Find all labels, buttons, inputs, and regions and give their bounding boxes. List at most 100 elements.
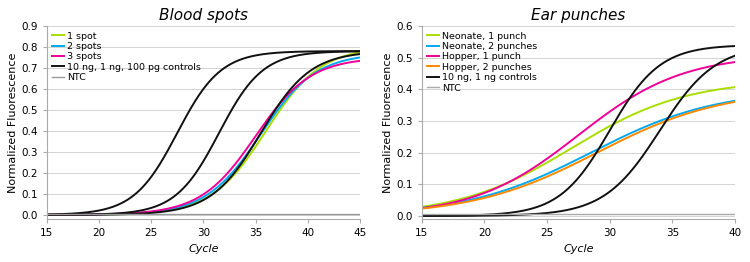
Neonate, 2 punches — [653, 120, 662, 123]
NTC — [417, 213, 426, 216]
Line: 2 spots: 2 spots — [46, 57, 360, 215]
Hopper, 2 punches — [730, 100, 740, 103]
10 ng, 1 ng controls — [498, 212, 507, 215]
Hopper, 2 punches — [498, 192, 507, 195]
10 ng, 1 ng controls — [653, 65, 662, 68]
NTC — [356, 212, 364, 215]
NTC — [730, 213, 740, 216]
NTC — [123, 212, 132, 215]
10 ng, 1 ng controls — [730, 45, 740, 48]
Neonate, 2 punches — [498, 190, 507, 193]
Hopper, 1 punch — [472, 194, 482, 197]
10 ng, 1 ng, 100 pg controls — [251, 54, 260, 57]
Y-axis label: Normalized Fluorescence: Normalized Fluorescence — [8, 52, 18, 193]
Hopper, 2 punches — [417, 207, 426, 210]
10 ng, 1 ng controls — [602, 134, 611, 138]
Neonate, 2 punches — [730, 99, 740, 102]
NTC — [278, 212, 287, 215]
3 spots — [42, 213, 51, 216]
1 spot — [123, 212, 132, 215]
10 ng, 1 ng controls — [559, 191, 568, 194]
Neonate, 2 punches — [559, 165, 568, 168]
Hopper, 2 punches — [559, 168, 568, 171]
Line: 10 ng, 1 ng, 100 pg controls: 10 ng, 1 ng, 100 pg controls — [46, 51, 360, 215]
Title: Blood spots: Blood spots — [159, 8, 248, 23]
10 ng, 1 ng, 100 pg controls — [42, 213, 51, 216]
2 spots — [123, 212, 132, 215]
Neonate, 2 punches — [472, 196, 482, 200]
Line: Hopper, 1 punch: Hopper, 1 punch — [422, 62, 735, 208]
Hopper, 1 punch — [498, 184, 507, 187]
2 spots — [356, 56, 364, 59]
NTC — [42, 212, 51, 215]
NTC — [602, 213, 611, 216]
1 spot — [251, 145, 260, 148]
3 spots — [226, 167, 236, 170]
Line: Neonate, 2 punches: Neonate, 2 punches — [422, 101, 735, 208]
3 spots — [278, 99, 287, 102]
10 ng, 1 ng controls — [417, 214, 426, 217]
Neonate, 2 punches — [602, 143, 611, 146]
Hopper, 1 punch — [602, 112, 611, 116]
Neonate, 1 punch — [653, 103, 662, 106]
1 spot — [356, 51, 364, 54]
Neonate, 1 punch — [559, 151, 568, 155]
1 spot — [98, 213, 106, 216]
3 spots — [356, 59, 364, 62]
NTC — [498, 213, 507, 216]
Line: 3 spots: 3 spots — [46, 61, 360, 215]
Neonate, 1 punch — [472, 193, 482, 196]
Hopper, 2 punches — [653, 123, 662, 126]
Line: Hopper, 2 punches: Hopper, 2 punches — [422, 102, 735, 209]
Neonate, 1 punch — [498, 183, 507, 187]
10 ng, 1 ng, 100 pg controls — [226, 62, 236, 65]
Line: 10 ng, 1 ng controls: 10 ng, 1 ng controls — [422, 46, 735, 216]
10 ng, 1 ng, 100 pg controls — [123, 198, 132, 201]
2 spots — [251, 140, 260, 143]
NTC — [559, 213, 568, 216]
Hopper, 2 punches — [472, 198, 482, 201]
Hopper, 1 punch — [653, 82, 662, 85]
NTC — [626, 213, 635, 216]
10 ng, 1 ng, 100 pg controls — [278, 51, 287, 54]
2 spots — [184, 203, 193, 206]
Neonate, 2 punches — [417, 206, 426, 210]
2 spots — [226, 172, 236, 175]
3 spots — [98, 213, 106, 216]
Hopper, 1 punch — [417, 207, 426, 210]
1 spot — [226, 176, 236, 179]
1 spot — [184, 204, 193, 207]
10 ng, 1 ng controls — [472, 214, 482, 217]
NTC — [98, 212, 106, 215]
3 spots — [123, 212, 132, 215]
Hopper, 1 punch — [730, 61, 740, 64]
Title: Ear punches: Ear punches — [531, 8, 626, 23]
NTC — [251, 212, 260, 215]
Legend: 1 spot, 2 spots, 3 spots, 10 ng, 1 ng, 100 pg controls, NTC: 1 spot, 2 spots, 3 spots, 10 ng, 1 ng, 1… — [50, 30, 203, 84]
1 spot — [42, 213, 51, 216]
2 spots — [42, 213, 51, 216]
Neonate, 1 punch — [626, 114, 635, 117]
Legend: Neonate, 1 punch, Neonate, 2 punches, Hopper, 1 punch, Hopper, 2 punches, 10 ng,: Neonate, 1 punch, Neonate, 2 punches, Ho… — [425, 30, 539, 95]
NTC — [653, 213, 662, 216]
Hopper, 2 punches — [602, 146, 611, 150]
1 spot — [278, 105, 287, 108]
3 spots — [251, 134, 260, 137]
NTC — [472, 213, 482, 216]
X-axis label: Cycle: Cycle — [188, 244, 218, 254]
2 spots — [278, 102, 287, 105]
2 spots — [98, 213, 106, 216]
Neonate, 1 punch — [602, 126, 611, 129]
3 spots — [184, 201, 193, 204]
Neonate, 2 punches — [626, 132, 635, 135]
NTC — [226, 212, 236, 215]
10 ng, 1 ng, 100 pg controls — [98, 208, 106, 211]
Hopper, 1 punch — [626, 96, 635, 99]
Neonate, 1 punch — [730, 85, 740, 89]
NTC — [184, 212, 193, 215]
Neonate, 1 punch — [417, 205, 426, 208]
10 ng, 1 ng, 100 pg controls — [356, 50, 364, 53]
X-axis label: Cycle: Cycle — [563, 244, 594, 254]
10 ng, 1 ng, 100 pg controls — [184, 111, 193, 114]
Hopper, 2 punches — [626, 134, 635, 138]
